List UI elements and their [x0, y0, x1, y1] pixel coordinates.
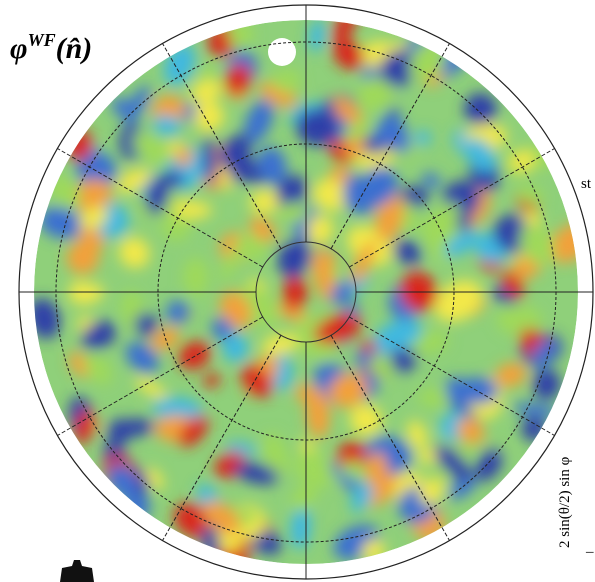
map-title: φWF(n̂)	[10, 30, 92, 65]
corner-mark: –	[585, 544, 594, 560]
cropped-glyph	[60, 560, 94, 582]
axis-label: 2 sin(θ/2) sin φ	[557, 456, 573, 548]
side-text: st	[581, 176, 592, 192]
map-notch	[268, 38, 296, 66]
figure: φWF(n̂) st 2 sin(θ/2) sin φ –	[0, 0, 595, 582]
